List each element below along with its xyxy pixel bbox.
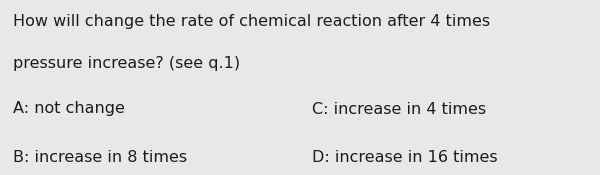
Text: C: increase in 4 times: C: increase in 4 times bbox=[312, 102, 486, 117]
Text: How will change the rate of chemical reaction after 4 times: How will change the rate of chemical rea… bbox=[13, 14, 490, 29]
Text: B: increase in 8 times: B: increase in 8 times bbox=[13, 150, 187, 166]
Text: D: increase in 16 times: D: increase in 16 times bbox=[312, 150, 497, 166]
Text: pressure increase? (see q.1): pressure increase? (see q.1) bbox=[13, 56, 241, 71]
Text: A: not change: A: not change bbox=[13, 102, 125, 117]
